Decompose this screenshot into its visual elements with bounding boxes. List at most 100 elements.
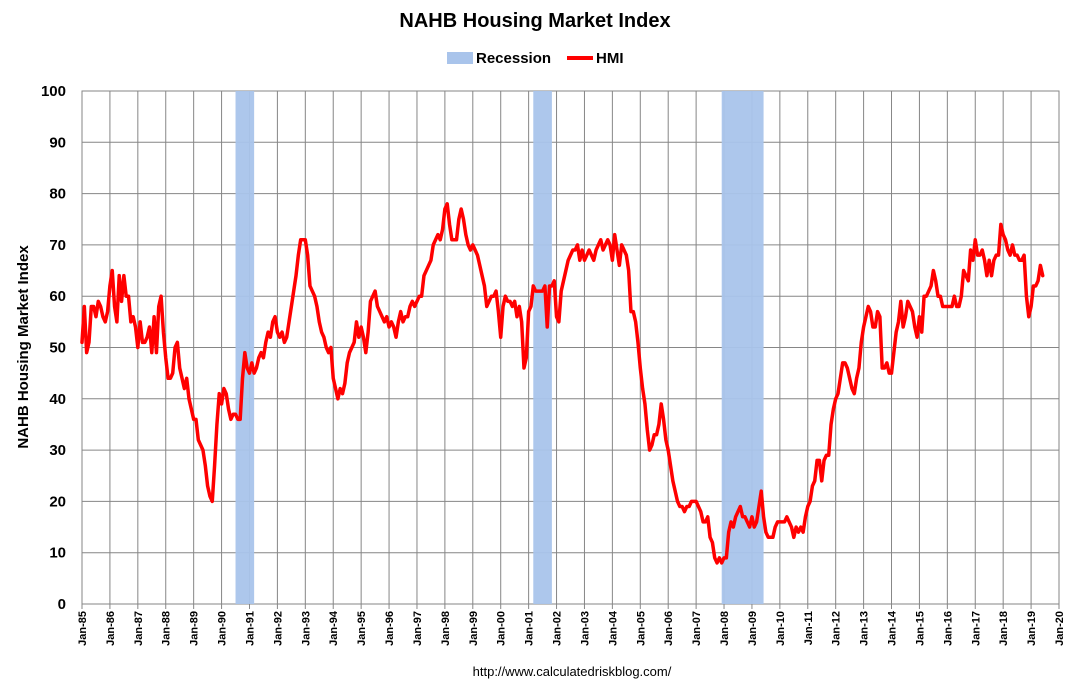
data-point bbox=[202, 449, 204, 451]
data-point bbox=[590, 254, 593, 256]
data-point bbox=[683, 511, 686, 513]
data-point bbox=[283, 341, 285, 343]
x-tick-label: Jan-11 bbox=[803, 611, 815, 645]
data-point bbox=[788, 521, 790, 523]
data-point bbox=[828, 454, 830, 456]
data-point bbox=[732, 526, 734, 528]
y-tick-label: 30 bbox=[49, 442, 66, 459]
data-point bbox=[786, 516, 788, 518]
data-point bbox=[856, 377, 858, 379]
data-point bbox=[946, 305, 948, 308]
data-point bbox=[183, 387, 185, 390]
data-point bbox=[797, 531, 800, 533]
data-point bbox=[123, 275, 125, 277]
data-point bbox=[344, 382, 346, 385]
data-point bbox=[323, 336, 325, 338]
data-point bbox=[904, 316, 907, 318]
data-point bbox=[458, 218, 460, 220]
data-point bbox=[535, 290, 537, 292]
data-point bbox=[823, 459, 825, 461]
data-point bbox=[109, 285, 111, 287]
data-point bbox=[297, 254, 299, 256]
data-point bbox=[837, 393, 839, 395]
data-point bbox=[116, 321, 118, 323]
data-point bbox=[197, 439, 199, 441]
data-point bbox=[769, 536, 772, 538]
data-point bbox=[355, 321, 358, 323]
data-point bbox=[753, 526, 755, 528]
data-point bbox=[193, 418, 195, 420]
x-tick-label: Jan-94 bbox=[328, 610, 340, 646]
data-point bbox=[895, 331, 897, 333]
data-point bbox=[567, 259, 569, 261]
data-point bbox=[595, 249, 597, 251]
data-point bbox=[863, 326, 865, 328]
y-tick-label: 50 bbox=[49, 340, 66, 357]
data-point bbox=[218, 393, 220, 395]
data-point bbox=[893, 352, 895, 354]
data-point bbox=[821, 480, 823, 482]
data-point bbox=[253, 372, 255, 374]
data-point bbox=[762, 516, 765, 518]
data-point bbox=[525, 357, 527, 359]
data-point bbox=[695, 500, 697, 502]
data-point bbox=[302, 239, 304, 241]
data-point bbox=[679, 505, 681, 508]
data-point bbox=[562, 280, 565, 282]
data-point bbox=[648, 449, 651, 451]
data-point bbox=[451, 239, 453, 241]
data-point bbox=[693, 500, 695, 502]
data-point bbox=[134, 326, 137, 328]
data-point bbox=[993, 259, 995, 261]
data-point bbox=[970, 249, 972, 251]
recession-band bbox=[533, 91, 552, 604]
data-point bbox=[874, 326, 876, 328]
data-point bbox=[758, 505, 760, 508]
data-point bbox=[825, 454, 827, 456]
data-point bbox=[616, 249, 618, 251]
data-point bbox=[560, 290, 562, 292]
data-point bbox=[334, 387, 337, 390]
data-point bbox=[930, 285, 932, 287]
data-point bbox=[246, 367, 248, 369]
data-point bbox=[465, 234, 467, 236]
data-point bbox=[569, 254, 572, 256]
data-point bbox=[960, 295, 962, 297]
data-point bbox=[646, 428, 648, 431]
data-point bbox=[386, 316, 388, 318]
data-point bbox=[104, 321, 106, 323]
data-point bbox=[276, 331, 278, 333]
data-point bbox=[181, 377, 183, 379]
data-point bbox=[1025, 295, 1028, 297]
data-point bbox=[309, 285, 311, 287]
data-point bbox=[972, 259, 974, 261]
data-point bbox=[1009, 254, 1011, 256]
data-point bbox=[304, 239, 306, 241]
data-point bbox=[1011, 244, 1014, 246]
data-point bbox=[179, 367, 181, 369]
data-point bbox=[483, 285, 486, 287]
data-point bbox=[900, 300, 902, 302]
data-point bbox=[1042, 275, 1044, 277]
data-point bbox=[397, 321, 399, 323]
recession-band bbox=[235, 91, 255, 604]
data-point bbox=[723, 557, 725, 559]
legend-label-hmi: HMI bbox=[596, 50, 624, 67]
data-point bbox=[953, 295, 955, 297]
data-point bbox=[390, 321, 392, 323]
data-point bbox=[718, 557, 720, 559]
data-point bbox=[439, 239, 441, 241]
data-point bbox=[532, 285, 534, 287]
y-tick-label: 10 bbox=[49, 545, 66, 562]
data-point bbox=[816, 459, 818, 461]
data-point bbox=[421, 295, 423, 297]
data-point bbox=[760, 490, 762, 492]
data-point bbox=[81, 341, 83, 343]
data-point bbox=[644, 403, 646, 405]
data-point bbox=[337, 398, 339, 400]
data-point bbox=[430, 259, 432, 261]
data-point bbox=[1002, 234, 1004, 236]
data-point bbox=[416, 300, 418, 302]
data-point bbox=[234, 413, 237, 415]
